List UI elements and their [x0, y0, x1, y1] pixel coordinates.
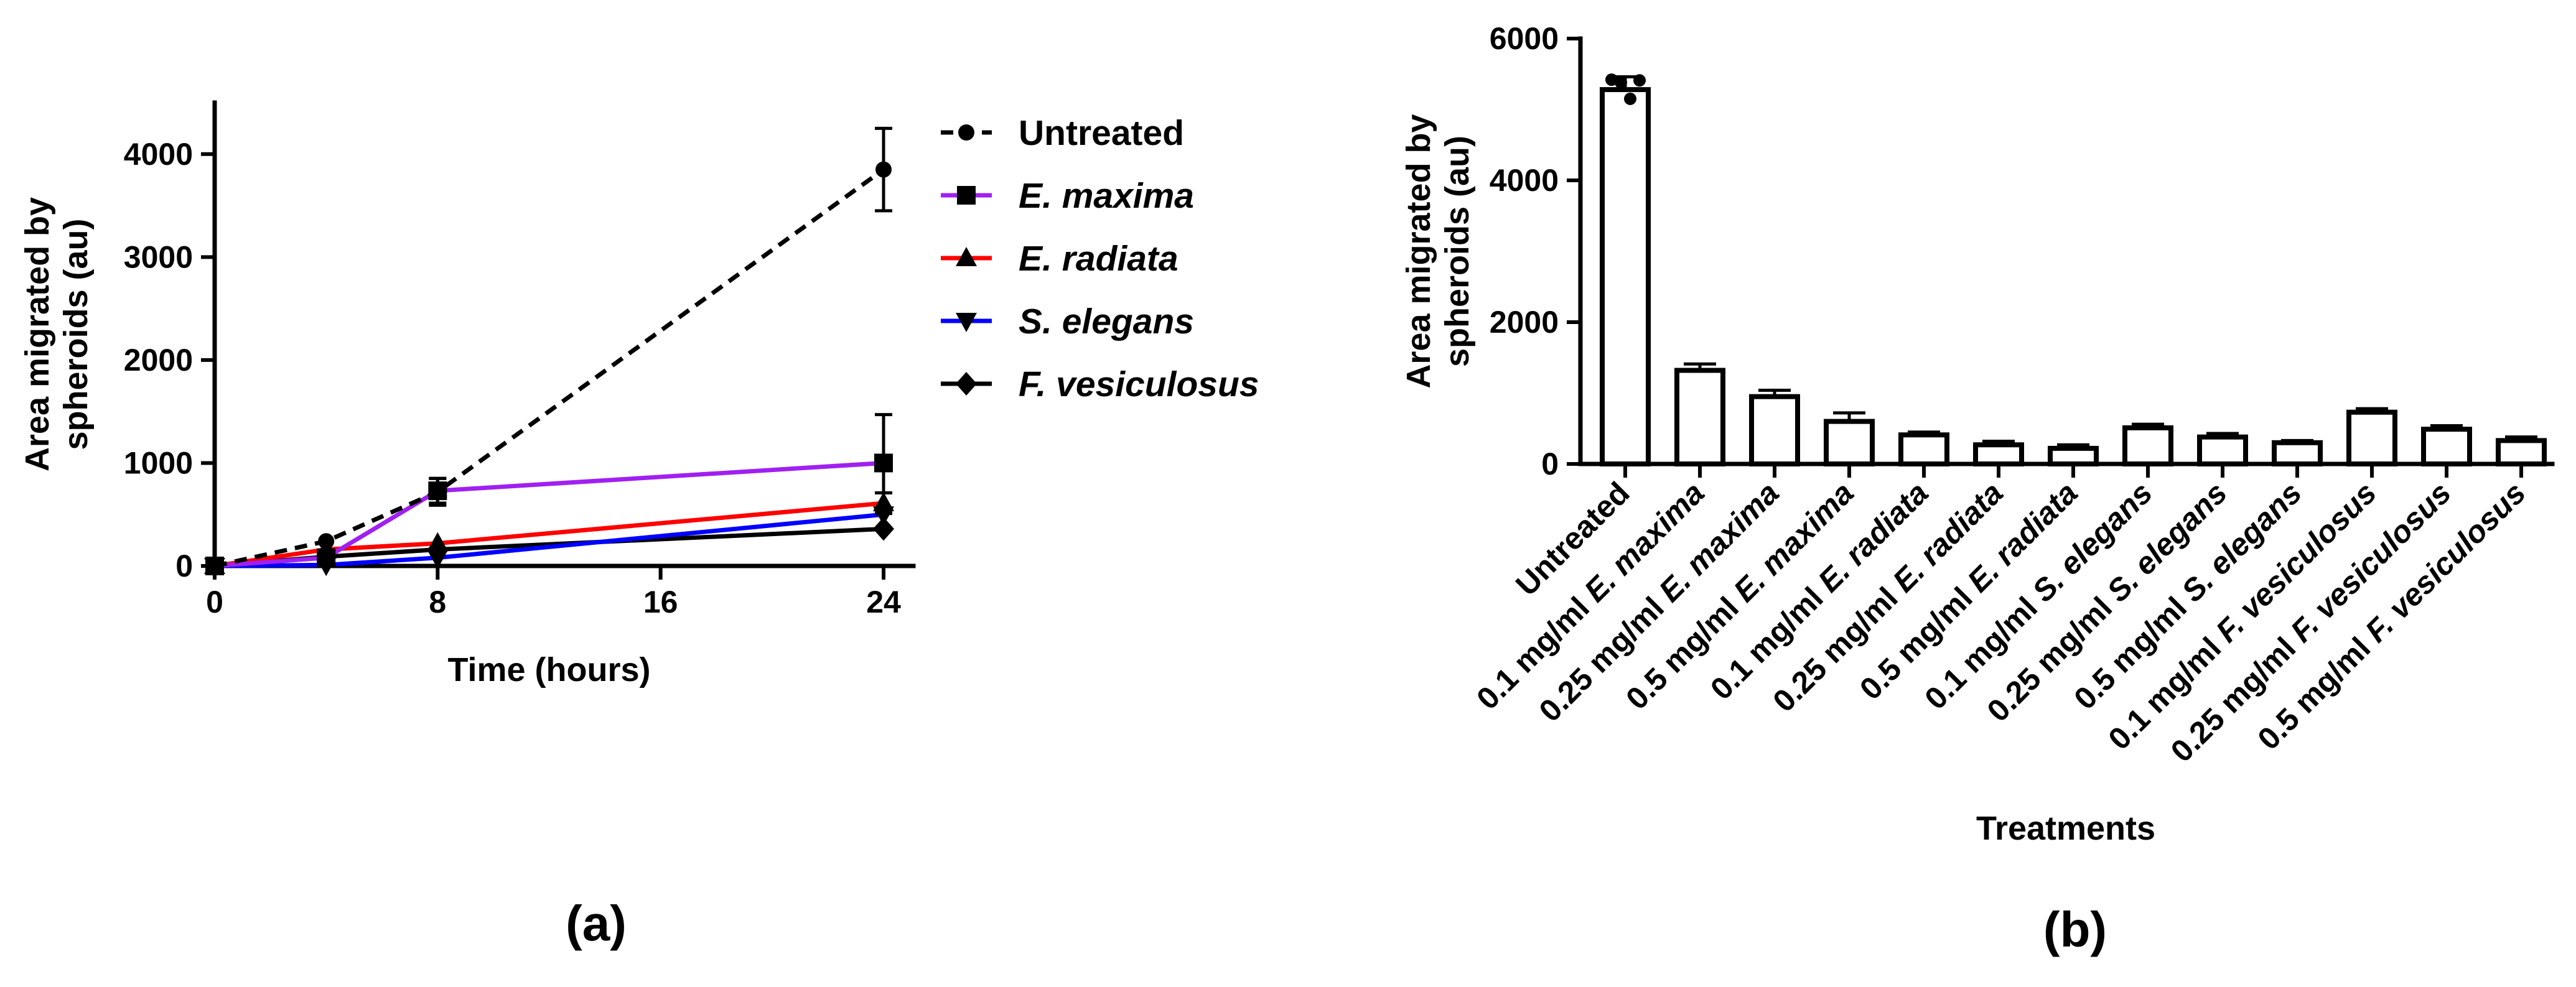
legend-marker-f-vesiculosus	[956, 372, 977, 396]
bar-group	[1749, 388, 1800, 467]
bar	[1973, 442, 2024, 466]
bar-group	[1973, 440, 2024, 466]
legend-label-untreated: Untreated	[1019, 113, 1184, 153]
x-tick-label: 0	[206, 585, 223, 619]
y-tick-label: 6000	[1490, 21, 1559, 56]
y-axis-title-line: Area migrated by	[1400, 114, 1437, 388]
bar-group	[1674, 362, 1725, 467]
bar-group	[1898, 430, 1949, 467]
data-point-untreated	[318, 533, 335, 550]
bar	[2421, 427, 2472, 467]
bar	[1749, 394, 1800, 467]
y-axis-title-line: spheroids (au)	[57, 218, 95, 450]
x-axis-title: Time (hours)	[447, 651, 650, 688]
data-point-e-maxima	[874, 453, 893, 473]
series-untreated	[207, 126, 892, 574]
data-point-s-elegans	[427, 549, 449, 569]
bar-chart-panel-b: 0 2000 4000 6000 Area migrated byspheroids (…	[1400, 21, 2555, 847]
x-tick-label: 24	[866, 585, 901, 619]
legend-label-s-elegans: S. elegans	[1019, 302, 1194, 341]
bar	[2197, 434, 2248, 466]
series-line-e-radiata	[214, 501, 884, 568]
x-tick-label: 8	[429, 585, 446, 619]
y-axis-title-line: Area migrated by	[19, 197, 56, 471]
legend-label-f-vesiculosus: F. vesiculosus	[1019, 364, 1259, 404]
data-point-untreated	[429, 483, 446, 500]
replicate-point	[1615, 76, 1627, 89]
y-tick-label: 4000	[124, 137, 193, 172]
bar	[1600, 87, 1651, 466]
bar-group	[2197, 432, 2248, 466]
y-tick-label: 4000	[1490, 163, 1559, 198]
legend: Untreated E. maxima E. radiata S. elegans F.…	[941, 113, 1259, 404]
y-axis-title-line: spheroids (au)	[1439, 136, 1476, 367]
x-tick-label: 16	[643, 585, 678, 619]
data-point-untreated	[875, 161, 892, 178]
series-line-e-maxima	[214, 460, 884, 568]
replicate-point	[1605, 73, 1618, 86]
bar	[2496, 438, 2547, 467]
series-line-s-elegans	[214, 512, 884, 568]
series-line-untreated	[214, 167, 885, 568]
bar-group	[2496, 435, 2547, 467]
bar-group	[1600, 75, 1651, 466]
y-tick-label: 3000	[124, 239, 193, 274]
legend-marker-s-elegans	[956, 313, 977, 332]
replicate-point	[1633, 74, 1646, 87]
legend-label-e-maxima: E. maxima	[1019, 176, 1194, 216]
y-tick-label: 2000	[124, 343, 193, 378]
bar-group	[2122, 422, 2173, 466]
legend-label-e-radiata: E. radiata	[1019, 239, 1178, 279]
y-tick-label: 1000	[124, 445, 193, 480]
bar	[2048, 445, 2099, 466]
data-point-f-vesiculosus	[873, 517, 894, 541]
legend-marker-e-maxima	[957, 186, 976, 205]
line-chart-panel-a: 0 1000 2000 3000 4000 0 8 16 24 Time (hours) Area …	[19, 100, 1259, 688]
y-tick-label: 0	[175, 549, 193, 583]
y-axis-title: Area migrated byspheroids (au)	[1400, 114, 1476, 388]
panel-label-b: (b)	[2043, 902, 2107, 957]
bar	[1824, 419, 1875, 466]
y-tick-label: 0	[1541, 447, 1559, 481]
bar	[1898, 432, 1949, 467]
bar-group	[2272, 438, 2323, 466]
panel-label-a: (a)	[566, 896, 627, 951]
bar	[1674, 368, 1725, 467]
bar	[2346, 409, 2397, 467]
data-point-e-radiata	[427, 532, 449, 552]
data-point-e-maxima	[317, 548, 336, 567]
x-axis-title: Treatments	[1976, 810, 2155, 847]
bar-group	[2346, 407, 2397, 467]
bar	[2122, 425, 2173, 466]
replicate-point	[1624, 92, 1636, 105]
y-axis-title: Area migrated byspheroids (au)	[19, 197, 95, 471]
legend-marker-untreated	[958, 124, 974, 141]
bar-group	[2048, 443, 2099, 466]
bar-group	[2421, 424, 2472, 467]
legend-marker-e-radiata	[956, 247, 977, 266]
bar-group	[1824, 411, 1875, 466]
data-point-untreated	[207, 558, 223, 574]
y-tick-label: 2000	[1490, 305, 1559, 340]
bar	[2272, 440, 2323, 466]
